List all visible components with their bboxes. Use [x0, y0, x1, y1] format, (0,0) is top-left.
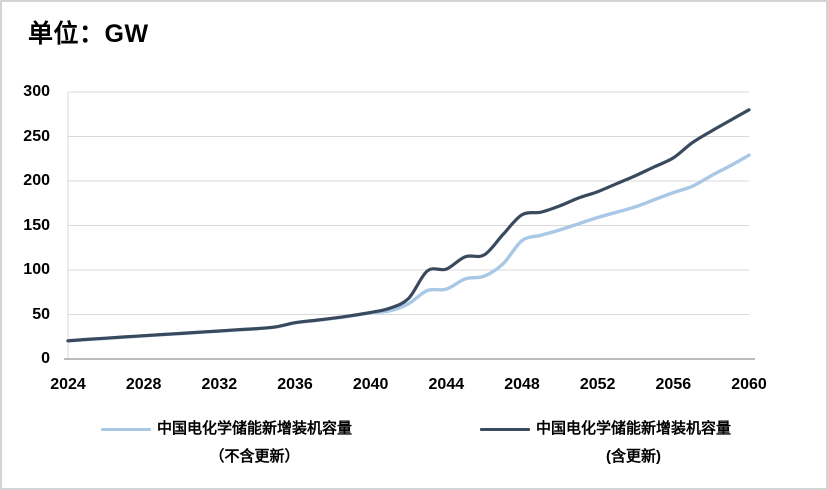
y-tick-label-50: 50 [32, 305, 50, 323]
y-tick-label-150: 150 [23, 216, 50, 234]
y-tick-label-300: 300 [23, 83, 50, 100]
legend-label-line2: （不含更新） [209, 448, 300, 465]
x-tick-label-2056: 2056 [655, 376, 692, 393]
x-tick-label-2028: 2028 [125, 376, 162, 393]
x-tick-label-2040: 2040 [352, 376, 389, 393]
legend-line-swatch-1 [480, 428, 530, 432]
legend-label-line1: 中国电化学储能新增装机容量 [536, 420, 732, 437]
series-line-0 [66, 153, 751, 343]
x-tick-label-2044: 2044 [428, 376, 465, 393]
y-tick-label-200: 200 [23, 172, 50, 189]
y-tick-label-250: 250 [23, 127, 50, 145]
x-tick-label-2048: 2048 [504, 376, 540, 393]
x-tick-label-2024: 2024 [50, 376, 86, 393]
series-line-1 [66, 108, 751, 343]
y-tick-label-0: 0 [41, 350, 50, 367]
legend-item-1: 中国电化学储能新增装机容量 (含更新) [480, 415, 731, 471]
legend-label-line2: (含更新) [606, 448, 661, 465]
y-tick-label-100: 100 [23, 261, 50, 278]
x-tick-label-2032: 2032 [201, 376, 238, 393]
legend-item-0: 中国电化学储能新增装机容量 （不含更新） [100, 415, 352, 471]
chart-unit-title: 单位：GW [28, 20, 149, 48]
legend-label-1: 中国电化学储能新增装机容量 (含更新) [536, 415, 731, 471]
chart-legend: 中国电化学储能新增装机容量 （不含更新） 中国电化学储能新增装机容量 (含更新) [2, 415, 826, 471]
legend-label-line1: 中国电化学储能新增装机容量 [156, 420, 352, 437]
x-tick-label-2060: 2060 [731, 376, 767, 393]
x-tick-label-2052: 2052 [579, 376, 616, 393]
legend-label-0: 中国电化学储能新增装机容量 （不含更新） [157, 415, 352, 471]
legend-line-swatch-0 [100, 428, 151, 432]
x-tick-label-2036: 2036 [277, 376, 313, 393]
